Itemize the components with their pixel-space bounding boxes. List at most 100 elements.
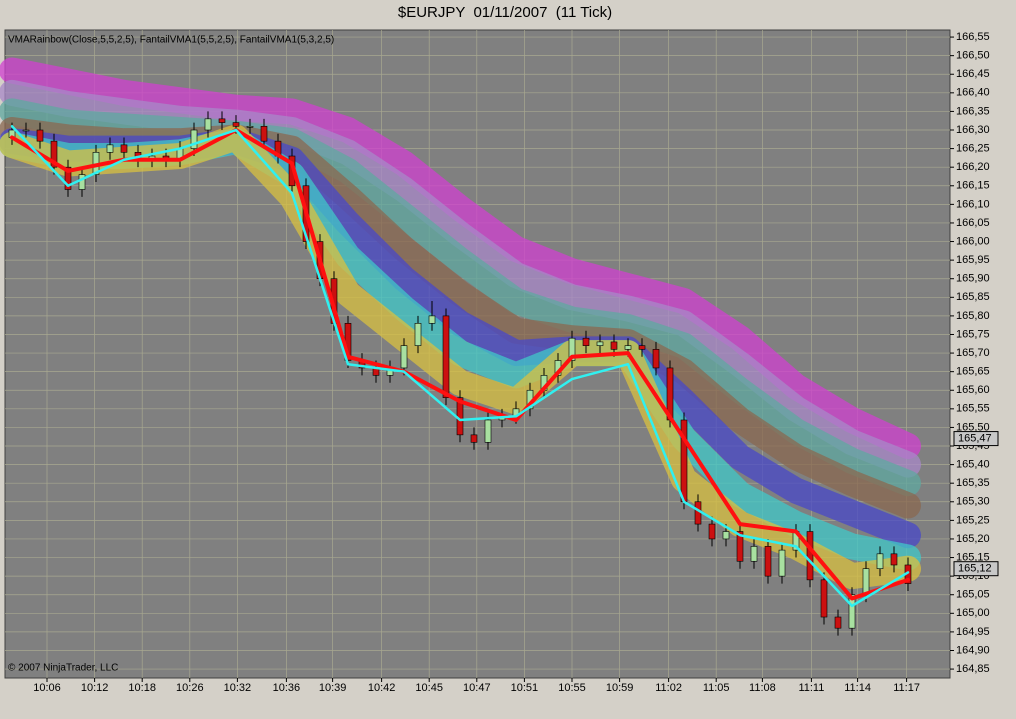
candle-body: [708, 523, 716, 540]
y-tick-label: 164,95: [956, 626, 990, 638]
x-tick-label: 10:45: [415, 682, 443, 694]
y-tick-label: 165,85: [956, 291, 990, 303]
x-tick-label: 11:05: [703, 682, 730, 694]
y-tick-label: 165,60: [956, 384, 990, 396]
indicator-label: VMARainbow(Close,5,5,2,5), FantailVMA1(5…: [8, 35, 334, 46]
vma-lines: [10, 125, 910, 608]
candle-body: [218, 118, 226, 123]
y-tick-label: 165,35: [956, 477, 990, 489]
y-tick-label: 166,35: [956, 105, 990, 117]
candle-body: [190, 129, 198, 149]
y-tick-label: 165,65: [956, 366, 990, 378]
candle-body: [890, 553, 898, 566]
candle-body: [78, 174, 86, 190]
candle-body: [652, 349, 660, 369]
x-tick-label: 10:36: [273, 682, 301, 694]
y-tick-label: 165,20: [956, 533, 990, 545]
candle-body: [750, 546, 758, 562]
price-marker-label: 165,12: [958, 563, 992, 575]
candle-body: [582, 337, 590, 346]
x-tick-label: 10:32: [224, 682, 252, 694]
vma-line: [10, 125, 910, 608]
candle-body: [428, 315, 436, 324]
y-tick-label: 166,55: [956, 31, 990, 43]
candle-body: [764, 546, 772, 577]
x-tick-label: 11:08: [749, 682, 776, 694]
candle-body: [50, 140, 58, 168]
candle-body: [232, 122, 240, 127]
candle-body: [610, 341, 618, 350]
y-tick-label: 165,80: [956, 310, 990, 322]
y-tick-label: 165,70: [956, 347, 990, 359]
y-tick-label: 165,05: [956, 589, 990, 601]
candle-body: [246, 125, 254, 128]
y-tick-label: 165,50: [956, 421, 990, 433]
y-tick-label: 165,55: [956, 403, 990, 415]
candle-body: [260, 125, 268, 142]
axes: 166,55 166,50 166,45 166,40 166,35 166,30 166,…: [33, 31, 999, 694]
price-marker: [953, 561, 999, 577]
candle-body: [624, 345, 632, 350]
vma-line: [10, 128, 910, 601]
candle-body: [120, 144, 128, 153]
x-tick-label: 10:18: [128, 682, 156, 694]
y-tick-label: 166,05: [956, 217, 990, 229]
x-tick-label: 10:26: [176, 682, 204, 694]
candle-body: [722, 531, 730, 540]
x-tick-label: 10:51: [511, 682, 539, 694]
candle-body: [820, 579, 828, 618]
candle-body: [736, 531, 744, 562]
x-tick-label: 10:47: [463, 682, 491, 694]
y-tick-label: 166,00: [956, 235, 990, 247]
x-tick-label: 10:06: [33, 682, 61, 694]
candle-body: [22, 129, 30, 132]
candle-body: [484, 419, 492, 443]
x-tick-label: 10:55: [558, 682, 586, 694]
y-tick-label: 165,00: [956, 607, 990, 619]
y-tick-label: 164,85: [956, 663, 990, 675]
y-tick-label: 166,40: [956, 87, 990, 99]
x-tick-label: 11:02: [655, 682, 682, 694]
y-tick-label: 166,30: [956, 124, 990, 136]
candle-body: [778, 549, 786, 577]
candle-body: [442, 315, 450, 398]
rainbow-band: [0, 57, 921, 460]
candle-body: [106, 144, 114, 153]
x-tick-label: 11:14: [844, 682, 871, 694]
candle-body: [414, 323, 422, 346]
candle-body: [834, 616, 842, 629]
x-tick-label: 10:12: [81, 682, 109, 694]
y-tick-label: 166,20: [956, 161, 990, 173]
candle-body: [400, 345, 408, 369]
chart-title: $EURJPY 01/11/2007 (11 Tick): [398, 4, 612, 21]
y-tick-label: 166,50: [956, 50, 990, 62]
x-tick-label: 10:59: [606, 682, 634, 694]
x-tick-label: 10:42: [368, 682, 396, 694]
candle-body: [638, 345, 646, 350]
x-tick-label: 11:17: [893, 682, 920, 694]
candle-body: [64, 166, 72, 190]
y-tick-label: 165,75: [956, 328, 990, 340]
y-tick-label: 165,40: [956, 459, 990, 471]
price-marker-label: 165,47: [958, 432, 992, 444]
x-tick-label: 11:11: [798, 682, 824, 694]
candle-body: [568, 337, 576, 361]
y-tick-label: 165,25: [956, 514, 990, 526]
candle-body: [848, 594, 856, 629]
y-tick-label: 165,90: [956, 273, 990, 285]
candle-body: [876, 553, 884, 569]
y-tick-label: 164,90: [956, 644, 990, 656]
candle-body: [596, 341, 604, 346]
y-tick-label: 166,45: [956, 68, 990, 80]
rainbow-bands: [0, 57, 921, 590]
candle-body: [36, 129, 44, 142]
y-tick-label: 165,15: [956, 551, 990, 563]
y-tick-label: 166,10: [956, 198, 990, 210]
candle-body: [204, 118, 212, 131]
rainbow-band: [0, 124, 921, 590]
y-tick-label: 166,25: [956, 143, 990, 155]
y-tick-label: 166,15: [956, 180, 990, 192]
y-tick-label: 165,30: [956, 496, 990, 508]
candle-body: [862, 568, 870, 596]
